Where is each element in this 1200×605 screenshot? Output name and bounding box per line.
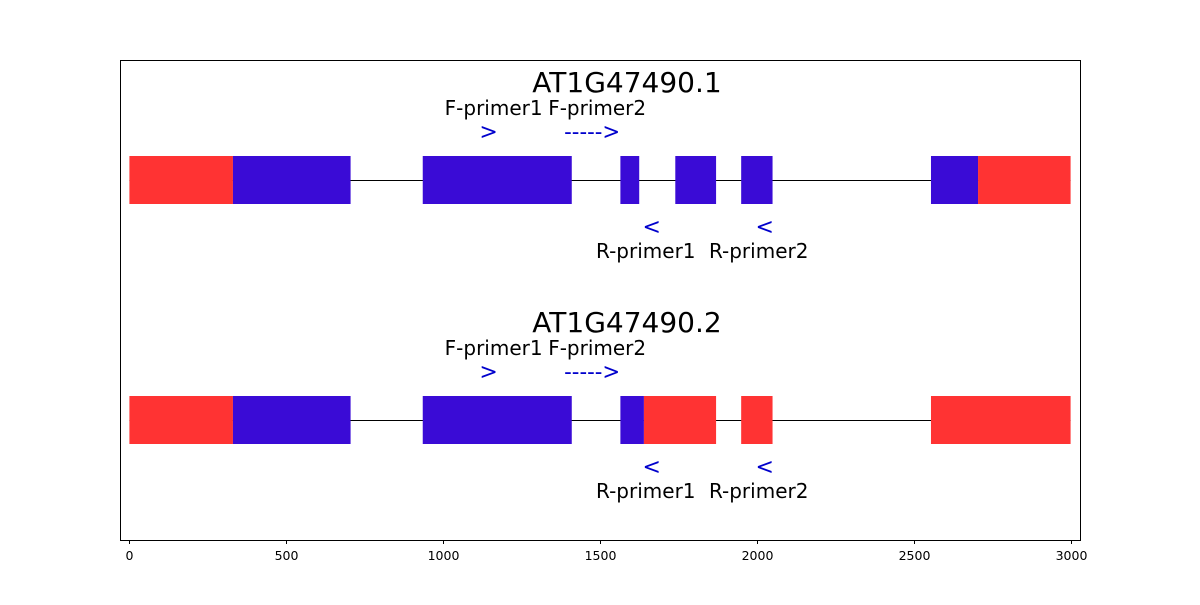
primer-label: F-primer2 bbox=[548, 336, 646, 360]
x-tick-label: 1000 bbox=[428, 548, 460, 563]
primer-label: R-primer1 bbox=[596, 479, 696, 503]
forward-primer-arrow: -----> bbox=[564, 120, 620, 145]
exon-layer bbox=[129, 156, 1071, 444]
utr-segment bbox=[930, 396, 1071, 444]
reverse-primer-arrow: < bbox=[643, 215, 661, 240]
primer-label: R-primer2 bbox=[709, 479, 809, 503]
cds-segment bbox=[232, 156, 351, 204]
x-tick-label: 2500 bbox=[899, 548, 931, 563]
transcript-title: AT1G47490.1 bbox=[532, 66, 721, 99]
cds-segment bbox=[422, 156, 572, 204]
x-axis: 0 500 1000 1500 2000 2500 3000 bbox=[126, 540, 1088, 563]
x-tick-label: 500 bbox=[275, 548, 299, 563]
cds-segment bbox=[422, 396, 572, 444]
cds-segment bbox=[675, 156, 717, 204]
forward-primer-arrow: -----> bbox=[564, 360, 620, 385]
cds-segment bbox=[620, 156, 640, 204]
reverse-primer-arrow: < bbox=[755, 455, 773, 480]
utr-segment bbox=[129, 396, 233, 444]
x-tick-label: 0 bbox=[126, 548, 134, 563]
utr-segment bbox=[643, 396, 717, 444]
primer-label: F-primer2 bbox=[548, 96, 646, 120]
reverse-primer-arrow: < bbox=[643, 455, 661, 480]
forward-primer-arrow: > bbox=[479, 120, 497, 145]
cds-segment bbox=[930, 156, 979, 204]
x-tick-label: 2000 bbox=[742, 548, 774, 563]
forward-primer-arrow: > bbox=[479, 360, 497, 385]
label-layer: AT1G47490.1>F-primer1----->F-primer2<R-p… bbox=[445, 66, 809, 503]
primer-label: R-primer2 bbox=[709, 239, 809, 263]
utr-segment bbox=[741, 396, 773, 444]
utr-segment bbox=[129, 156, 233, 204]
transcript-title: AT1G47490.2 bbox=[532, 306, 721, 339]
cds-segment bbox=[620, 396, 644, 444]
reverse-primer-arrow: < bbox=[755, 215, 773, 240]
x-tick-label: 1500 bbox=[585, 548, 617, 563]
primer-label: F-primer1 bbox=[445, 336, 543, 360]
utr-segment bbox=[978, 156, 1071, 204]
cds-segment bbox=[232, 396, 351, 444]
primer-label: F-primer1 bbox=[445, 96, 543, 120]
x-tick-label: 3000 bbox=[1056, 548, 1088, 563]
primer-label: R-primer1 bbox=[596, 239, 696, 263]
cds-segment bbox=[741, 156, 773, 204]
